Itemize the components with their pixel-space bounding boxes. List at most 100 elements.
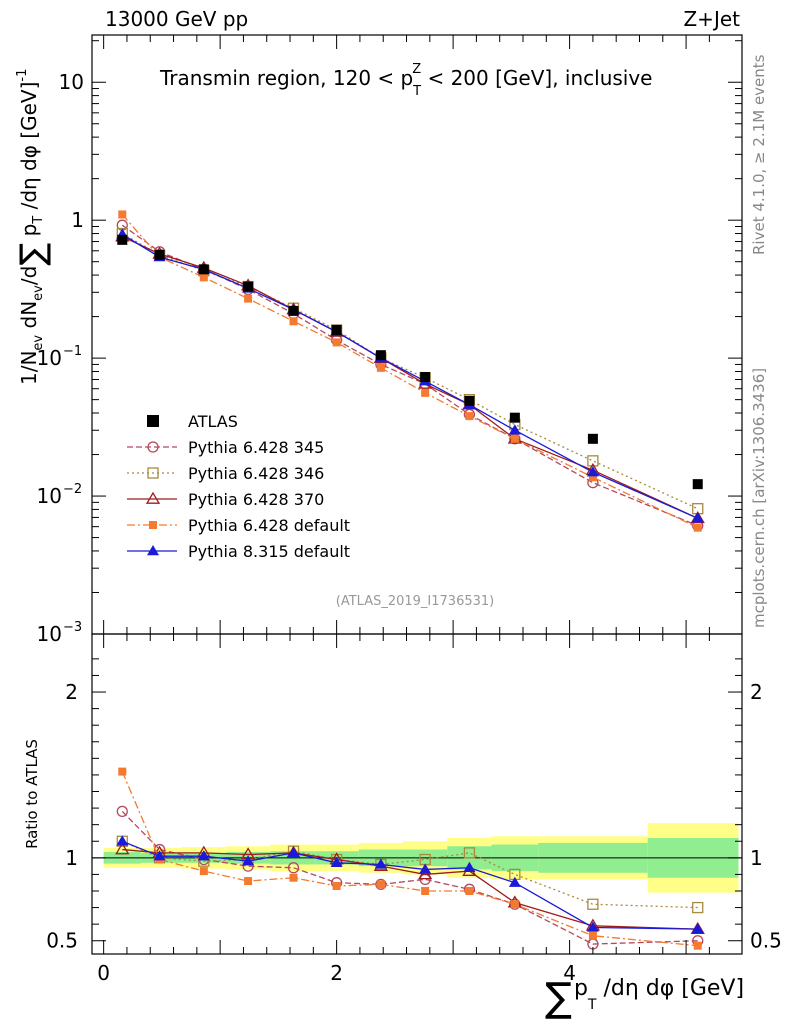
ratio-series-point — [463, 861, 476, 872]
atlas-data-point — [243, 281, 254, 292]
ratio-series-group — [115, 767, 705, 950]
side-label-rivet: Rivet 4.1.0, ≥ 2.1M events — [750, 54, 768, 255]
legend-label: Pythia 6.428 346 — [188, 464, 324, 483]
ratio-y-axis-label: Ratio to ATLAS — [23, 739, 41, 849]
plot-title: Transmin region, 120 < pZ T < 200 [GeV], … — [159, 62, 652, 99]
x-tick-label: 0 — [97, 961, 110, 985]
ratio-series-point — [118, 767, 127, 776]
ratio-y-tick-label-right: 1 — [750, 846, 763, 870]
main-series-point — [586, 466, 599, 477]
x-tick-label: 2 — [330, 961, 343, 985]
legend-marker — [147, 545, 159, 556]
ratio-series-point — [287, 862, 300, 874]
main-series-point — [693, 523, 702, 532]
atlas-data-point — [117, 234, 128, 245]
ratio-series-point — [465, 886, 474, 895]
atlas-data-point — [154, 249, 165, 260]
main-series-point — [465, 412, 474, 421]
atlas-data-point — [331, 324, 342, 335]
ratio-series-point — [199, 867, 208, 876]
atlas-data-point — [288, 305, 299, 316]
y-tick-label: 10 — [37, 622, 62, 646]
side-label-mcplots: mcplots.cern.ch [arXiv:1306.3436] — [750, 368, 768, 628]
ratio-series-point — [287, 846, 300, 858]
legend-marker — [147, 415, 159, 427]
ratio-series-point — [374, 858, 387, 869]
ratio-series-point — [116, 805, 128, 818]
main-series-point — [199, 273, 208, 282]
ratio-series-line — [121, 771, 698, 947]
atlas-data-point — [198, 264, 209, 275]
ratio-series-line — [122, 840, 698, 909]
ratio-series-point — [419, 863, 432, 874]
atlas-data-point — [464, 395, 475, 406]
ratio-series-point — [463, 847, 476, 859]
ratio-series-point — [242, 855, 255, 866]
ratio-series-point — [116, 835, 129, 846]
legend-label: Pythia 6.428 345 — [188, 438, 324, 457]
main-series-point — [376, 363, 385, 372]
y-tick-exponent: −3 — [63, 620, 82, 635]
ratio-series-point — [197, 850, 210, 861]
ratio-series-line — [121, 810, 698, 945]
ratio-panel-frame — [91, 633, 743, 955]
ratio-series-point — [153, 850, 166, 861]
atlas-data-point — [509, 412, 520, 423]
atlas-data-point — [587, 433, 598, 444]
main-series-line — [121, 232, 699, 510]
ratio-series-point — [244, 877, 253, 886]
header-right: Z+Jet — [683, 7, 740, 31]
ratio-series-point — [332, 882, 341, 891]
ratio-series-point — [508, 876, 521, 887]
main-series-line — [121, 214, 699, 529]
main-series-point — [588, 473, 597, 482]
main-series-line — [121, 233, 698, 519]
ratio-y-tick-label-right: 0.5 — [750, 929, 782, 953]
main-series-group — [115, 210, 705, 532]
ratio-y-tick-label: 1 — [65, 846, 78, 870]
ratio-series-point — [376, 880, 385, 889]
ratio-series-point — [510, 900, 519, 909]
ratio-series-point — [586, 921, 599, 932]
legend-marker — [145, 491, 161, 504]
ratio-series-point — [692, 901, 704, 914]
ratio-series-point — [693, 941, 702, 950]
y-tick-label: 1 — [71, 208, 84, 232]
ratio-series-point — [587, 898, 599, 910]
ratio-series-line — [122, 840, 698, 930]
y-tick-exponent: −2 — [63, 482, 82, 497]
x-tick-label: 4 — [563, 961, 576, 985]
y-axis-label: 1/Nev dNev/d∑ pT /dη dφ [GeV]-1 — [13, 69, 53, 385]
main-series-point — [244, 294, 253, 303]
main-series-point — [691, 512, 704, 523]
main-series-point — [289, 317, 298, 326]
main-series-point — [510, 434, 519, 443]
main-series-point — [332, 338, 341, 347]
legend-label: ATLAS — [188, 412, 238, 431]
legend-marker — [147, 467, 159, 479]
main-series-point — [508, 424, 521, 435]
main-series-point — [587, 455, 599, 467]
atlas-data-point — [420, 371, 431, 382]
ratio-series-point — [421, 886, 430, 895]
main-series-line — [121, 224, 698, 527]
atlas-data-point — [692, 479, 703, 490]
ratio-series-point — [588, 931, 597, 940]
x-axis-label: ∑pT /dη dφ [GeV] — [545, 975, 744, 1021]
legend-marker — [149, 521, 157, 529]
main-series-point — [118, 210, 127, 219]
main-series-point — [421, 388, 430, 397]
legend-label: Pythia 6.428 default — [188, 516, 350, 535]
ratio-y-tick-label: 0.5 — [46, 929, 78, 953]
legend-label: Pythia 8.315 default — [188, 542, 350, 561]
legend-label: Pythia 6.428 370 — [188, 490, 324, 509]
ratio-series-point — [330, 856, 343, 868]
atlas-data-point — [375, 350, 386, 361]
header-left: 13000 GeV pp — [105, 7, 248, 31]
ratio-series-point — [691, 923, 704, 934]
ratio-y-tick-label: 2 — [65, 680, 78, 704]
y-tick-label: 10 — [37, 484, 62, 508]
ratio-series-point — [115, 842, 130, 855]
